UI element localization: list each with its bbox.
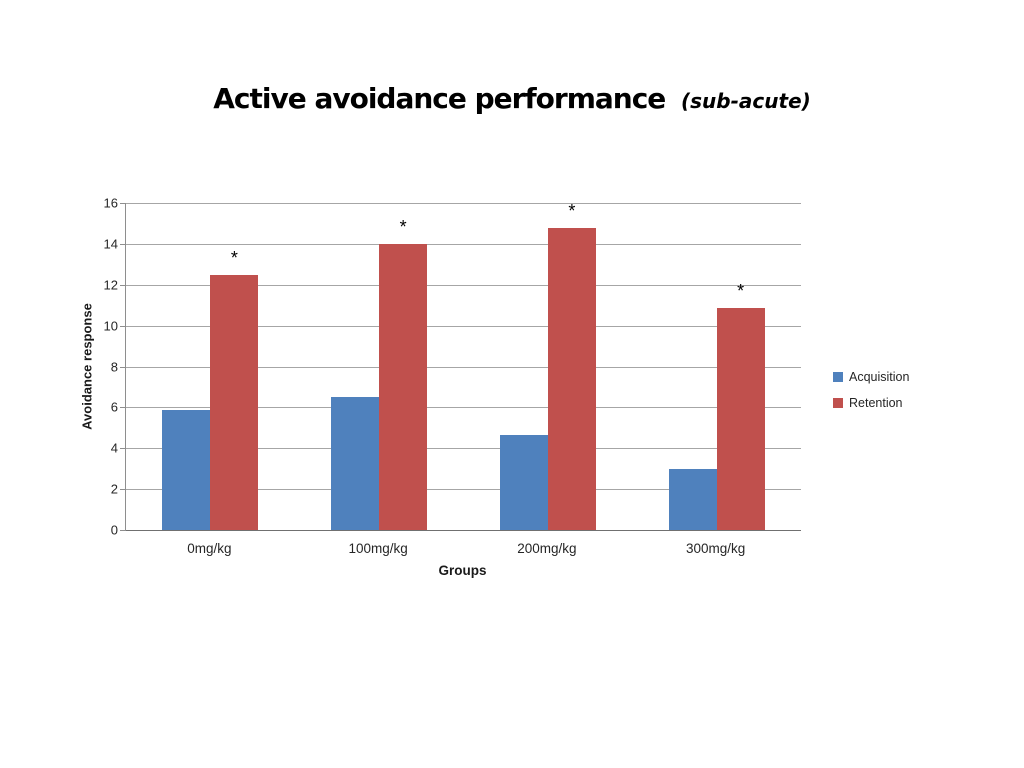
bar-acquisition-200mg/kg [499, 434, 548, 530]
legend-item-acquisition: Acquisition [833, 370, 909, 384]
legend-label-retention: Retention [849, 396, 903, 410]
y-tick-mark [120, 367, 126, 368]
x-tick-label: 300mg/kg [685, 541, 746, 556]
significance-asterisk: * [568, 200, 576, 221]
chart-title: Active avoidance performance (sub-acute) [0, 82, 1024, 115]
gridline [126, 448, 801, 449]
bar-acquisition-100mg/kg [331, 397, 380, 530]
gridline [126, 407, 801, 408]
legend-label-acquisition: Acquisition [849, 370, 910, 384]
gridline [126, 285, 801, 286]
bar-retention-200mg/kg [547, 227, 596, 530]
gridline [126, 244, 801, 245]
legend-swatch-retention [833, 398, 843, 408]
y-tick-mark [120, 530, 126, 531]
x-axis-tick-labels: 0mg/kg 100mg/kg 200mg/kg 300mg/kg [125, 541, 800, 559]
chart-title-main: Active avoidance performance [213, 82, 666, 115]
y-tick-label: 12 [103, 277, 118, 293]
y-tick-label: 10 [103, 318, 118, 334]
gridline [126, 367, 801, 368]
gridline [126, 489, 801, 490]
y-tick-label: 2 [110, 481, 118, 497]
bar-retention-300mg/kg [716, 308, 765, 530]
significance-asterisk: * [399, 216, 407, 237]
significance-asterisk: * [230, 247, 238, 268]
y-tick-mark [120, 448, 126, 449]
y-axis-tick-labels: 0 2 4 6 8 10 12 14 16 [80, 196, 118, 538]
y-tick-mark [120, 203, 126, 204]
x-tick-label: 200mg/kg [517, 541, 577, 556]
significance-asterisk: * [737, 281, 745, 302]
bar-retention-100mg/kg [379, 243, 428, 530]
bar-acquisition-0mg/kg [162, 410, 211, 530]
y-tick-label: 16 [103, 195, 118, 211]
chart-title-suffix: (sub-acute) [681, 89, 811, 113]
y-tick-mark [120, 285, 126, 286]
y-tick-label: 4 [110, 440, 118, 456]
y-tick-mark [120, 326, 126, 327]
legend-swatch-acquisition [833, 372, 843, 382]
x-axis-title: Groups [438, 563, 487, 578]
bar-retention-0mg/kg [210, 274, 259, 530]
y-tick-label: 0 [110, 522, 118, 538]
legend-item-retention: Retention [833, 396, 909, 410]
plot-area: * * * * [120, 200, 801, 531]
x-tick-label: 100mg/kg [348, 541, 408, 556]
gridline [126, 326, 801, 327]
y-tick-mark [120, 489, 126, 490]
x-tick-label: 0mg/kg [187, 541, 232, 556]
y-tick-mark [120, 244, 126, 245]
y-tick-label: 14 [103, 236, 118, 252]
y-tick-mark [120, 407, 126, 408]
legend: Acquisition Retention [833, 370, 909, 422]
gridline [126, 203, 801, 204]
bar-acquisition-300mg/kg [668, 468, 717, 530]
y-tick-label: 6 [110, 399, 118, 415]
y-tick-label: 8 [110, 359, 118, 375]
